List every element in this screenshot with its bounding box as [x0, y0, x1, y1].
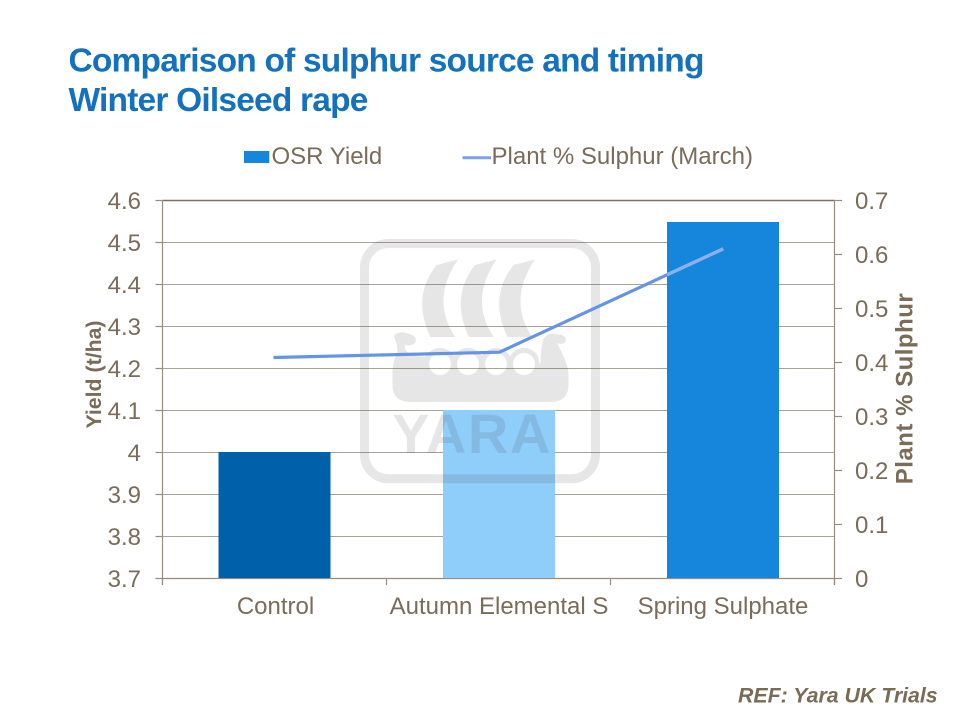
svg-text:4: 4 — [128, 440, 141, 467]
svg-text:Control: Control — [237, 593, 314, 620]
svg-text:3.8: 3.8 — [108, 524, 141, 551]
svg-text:0.2: 0.2 — [855, 458, 888, 485]
svg-text:4.6: 4.6 — [108, 188, 141, 215]
svg-text:Yield (t/ha): Yield (t/ha) — [82, 320, 106, 428]
svg-text:0.6: 0.6 — [855, 242, 888, 269]
svg-text:YARA: YARA — [392, 402, 552, 465]
svg-text:Plant % Sulphur (March): Plant % Sulphur (March) — [492, 143, 753, 170]
svg-text:4.1: 4.1 — [108, 398, 141, 425]
svg-text:0.1: 0.1 — [855, 512, 888, 539]
svg-text:Spring Sulphate: Spring Sulphate — [638, 593, 809, 620]
svg-text:0: 0 — [855, 566, 868, 593]
svg-text:0.5: 0.5 — [855, 296, 888, 323]
svg-text:Autumn Elemental S: Autumn Elemental S — [390, 593, 609, 620]
svg-text:0.3: 0.3 — [855, 404, 888, 431]
svg-text:Plant % Sulphur: Plant % Sulphur — [891, 293, 918, 485]
svg-text:4.5: 4.5 — [108, 230, 141, 257]
svg-text:Winter Oilseed rape: Winter Oilseed rape — [69, 82, 368, 119]
svg-text:Comparison of sulphur source a: Comparison of sulphur source and timing — [69, 43, 704, 80]
svg-text:OSR Yield: OSR Yield — [272, 143, 383, 170]
svg-text:3.9: 3.9 — [108, 482, 141, 509]
svg-text:4.2: 4.2 — [108, 356, 141, 383]
svg-text:0.4: 0.4 — [855, 350, 888, 377]
svg-text:4.4: 4.4 — [108, 272, 141, 299]
svg-text:REF: Yara UK Trials: REF: Yara UK Trials — [738, 684, 938, 708]
svg-text:0.7: 0.7 — [855, 188, 888, 215]
svg-text:4.3: 4.3 — [108, 314, 141, 341]
svg-text:3.7: 3.7 — [108, 566, 141, 593]
